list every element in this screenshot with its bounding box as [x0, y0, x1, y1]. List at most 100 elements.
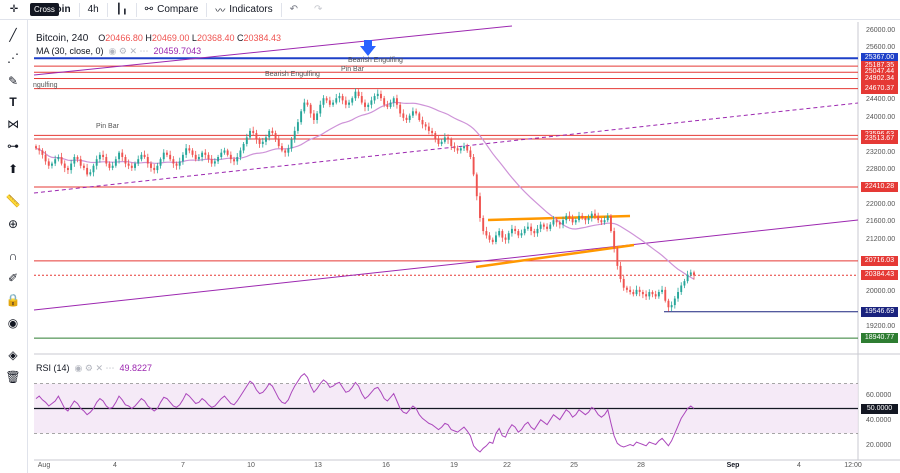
- interval-label: 4h: [87, 4, 99, 15]
- candle: [245, 133, 248, 147]
- text-tool-icon[interactable]: T: [9, 95, 17, 109]
- date-tick-label: Sep: [726, 462, 740, 469]
- candle: [380, 90, 382, 102]
- candle: [383, 95, 386, 108]
- upper-trendline: [33, 25, 513, 76]
- candle-body: [284, 150, 287, 153]
- redo-button[interactable]: ↷: [306, 0, 330, 20]
- candle: [530, 223, 533, 236]
- candle: [472, 154, 475, 177]
- candle-body: [590, 213, 593, 218]
- candle: [584, 216, 587, 225]
- undo-icon: ↶: [289, 4, 299, 15]
- candle-body: [245, 137, 248, 144]
- level-price-label: 20716.03: [861, 255, 898, 266]
- candle: [108, 161, 111, 171]
- lock-icon[interactable]: 🔒: [5, 293, 21, 307]
- candle-body: [638, 289, 641, 293]
- candle-body: [70, 163, 73, 171]
- arrow-up-icon[interactable]: ⬆: [7, 162, 19, 176]
- candle-body: [434, 133, 437, 140]
- level-price-label: 20384.43: [861, 270, 898, 281]
- candle: [427, 122, 430, 135]
- candle-body: [252, 130, 255, 134]
- trash-icon[interactable]: 🗑: [5, 370, 21, 384]
- candle-body: [79, 159, 82, 166]
- brush-icon[interactable]: ✎: [7, 74, 19, 88]
- annotation-pin-bar-left: Pin Bar: [96, 123, 119, 130]
- rsi-tick-label: 40.0000: [866, 416, 892, 424]
- lock-drawings-icon[interactable]: ✐: [7, 271, 19, 285]
- level-price-label: 18940.77: [861, 333, 898, 344]
- indicators-icon: 〰: [215, 6, 226, 17]
- candle-body: [143, 154, 146, 158]
- crosshair-tool[interactable]: ✛: [0, 0, 28, 20]
- candle-body: [670, 305, 673, 308]
- symbol-search[interactable]: coin: [28, 0, 79, 20]
- candle-body: [226, 150, 229, 155]
- candle-body: [536, 228, 539, 234]
- trendline-icon[interactable]: ╱: [9, 28, 17, 42]
- candle: [354, 88, 357, 101]
- price-tick-label: 22800.00: [866, 166, 896, 174]
- candle: [335, 93, 338, 105]
- chart-type-button[interactable]: ┃╻: [108, 0, 136, 20]
- price-tick-label: 19200.00: [866, 322, 896, 330]
- candle-body: [475, 174, 478, 197]
- candle-body: [156, 165, 159, 171]
- candle: [424, 121, 427, 131]
- candle: [213, 158, 216, 167]
- toolbar-divider: [280, 2, 282, 17]
- candle: [166, 150, 168, 158]
- date-tick-label: 4: [797, 462, 801, 469]
- indicators-button[interactable]: 〰 Indicators: [207, 0, 280, 20]
- candle-body: [201, 152, 204, 158]
- candle-body: [191, 150, 194, 155]
- candle-body: [380, 93, 382, 99]
- zoom-icon[interactable]: ⊕: [7, 217, 19, 231]
- candle: [95, 155, 98, 170]
- compare-button[interactable]: ⚯ Compare: [137, 0, 207, 20]
- candle: [175, 161, 178, 170]
- prediction-icon[interactable]: ⊶: [7, 139, 19, 153]
- price-tick-label: 24000.00: [866, 113, 896, 121]
- down-arrow-marker: [360, 40, 376, 56]
- candle: [523, 226, 526, 236]
- candle: [421, 116, 424, 129]
- candle: [600, 218, 603, 225]
- candle-body: [150, 163, 152, 168]
- candle: [51, 161, 53, 169]
- candle-body: [581, 215, 584, 218]
- fib-icon[interactable]: ⋰: [7, 51, 19, 65]
- candle-body: [348, 102, 350, 105]
- candle-body: [213, 161, 216, 164]
- candle-body: [172, 159, 175, 164]
- candle-body: [510, 228, 513, 234]
- candle-body: [657, 292, 660, 297]
- candle: [229, 151, 232, 164]
- candle: [111, 161, 114, 171]
- rsi-level-label: 50.0000: [861, 403, 898, 414]
- eye-icon[interactable]: ◉: [7, 316, 19, 330]
- pattern-icon[interactable]: ⋈: [7, 117, 19, 131]
- candle-body: [153, 167, 156, 171]
- candle-body: [325, 98, 328, 101]
- candle-body: [229, 154, 232, 160]
- orange-support-line: [475, 243, 635, 269]
- candle-body: [578, 215, 580, 221]
- candle: [597, 212, 600, 224]
- layers-icon[interactable]: ◈: [8, 348, 18, 362]
- candle-body: [169, 154, 172, 160]
- candle-body: [178, 161, 181, 166]
- ruler-icon[interactable]: 📏: [5, 194, 21, 208]
- candle-body: [546, 226, 549, 229]
- candle: [121, 149, 124, 161]
- candle-body: [137, 159, 140, 164]
- interval-button[interactable]: 4h: [80, 0, 107, 20]
- undo-button[interactable]: ↶: [282, 0, 306, 20]
- level-price-label: 24902.34: [861, 73, 898, 84]
- candle-body: [146, 157, 149, 164]
- candle: [57, 154, 60, 162]
- magnet-icon[interactable]: ∩: [8, 249, 18, 263]
